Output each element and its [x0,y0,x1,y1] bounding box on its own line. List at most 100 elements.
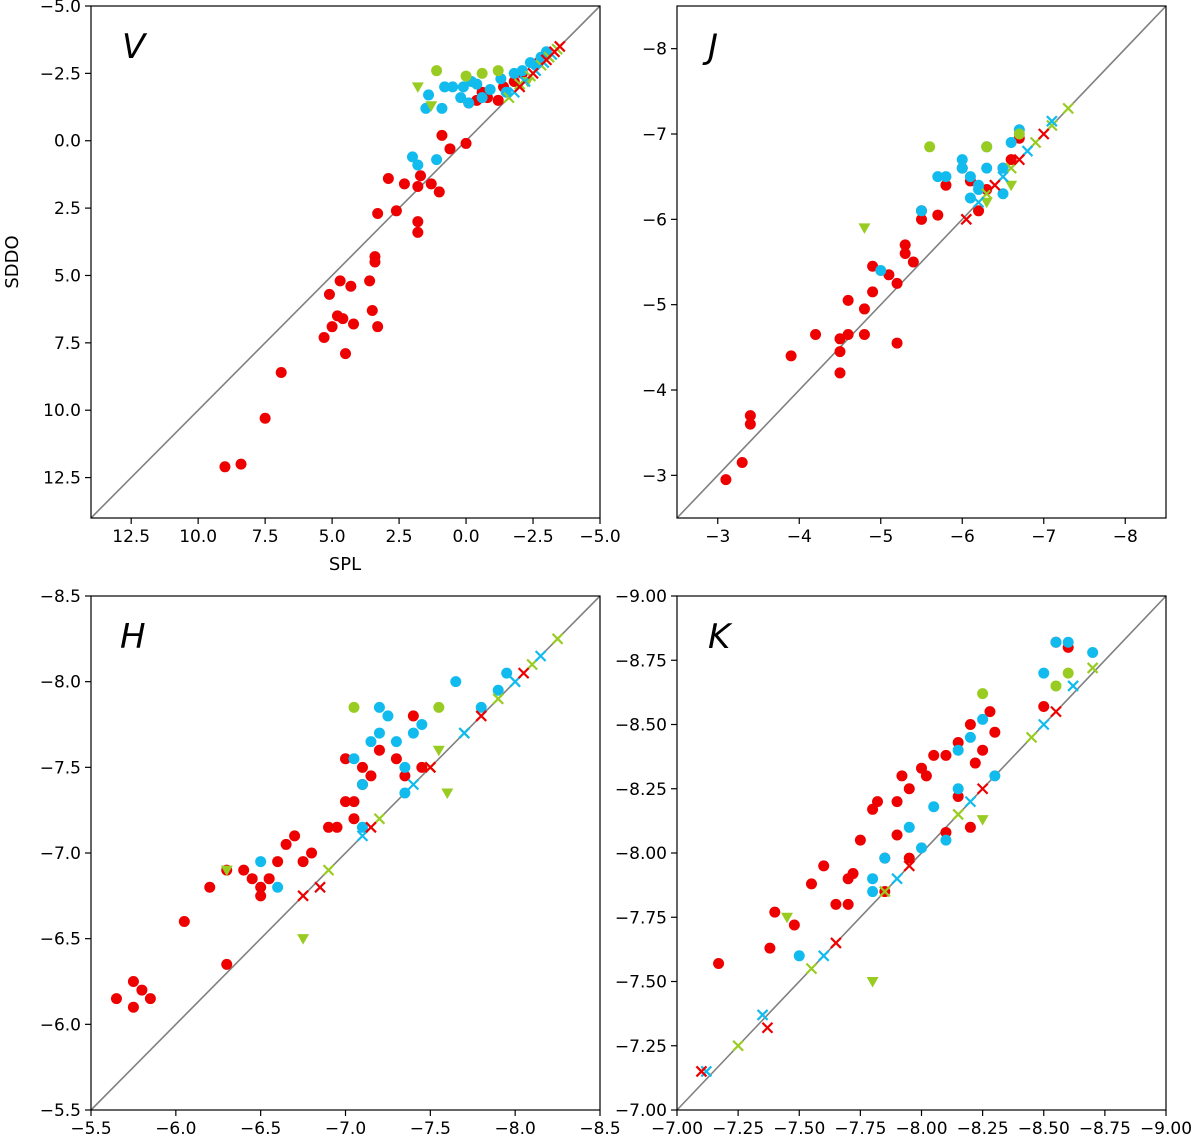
panel-h-green-triangles-point [441,788,454,800]
panel-v-x-tick-label: 0.0 [453,527,480,547]
panel-h-red-crosses-point [297,890,309,902]
panel-k-red-dots-point [847,868,859,880]
panel-k-red-crosses-point [976,782,989,795]
panel-h-y-tick-label: −6.0 [40,1015,81,1035]
panel-j-cyan-crosses-point [997,170,1009,183]
panel-k-cyan-dots-point [928,801,940,813]
panel-h-y-tick-label: −6.5 [40,930,81,950]
panel-h-red-dots-point [348,796,360,808]
panel-k-green-triangles-point [781,912,794,924]
panel-h-y-tick-label: −8.5 [40,587,81,607]
panel-k-cyan-dots-point [977,713,989,725]
panel-v-red-dots-point [326,321,338,333]
panel-h-cyan-crosses-point [534,650,547,662]
panel-k-red-dots-point [896,770,908,782]
panel-k-x-tick-label: −8.50 [1018,1119,1070,1139]
panel-v-red-dots-point [323,288,335,300]
panel-v-red-dots-point [372,207,384,219]
panel-j-x-tick-label: −4 [787,527,812,547]
panel-h-cyan-dots-point [475,701,487,713]
panel-k-red-dots-point [830,898,842,910]
panel-k-red-dots-point [984,706,996,718]
panel-j-red-dots-point [973,205,985,217]
panel-v-x-tick-label: 5.0 [319,527,346,547]
panel-v-cyan-dots-point [431,154,443,166]
panel-v-x-tick-label: 12.5 [112,527,150,547]
panel-h-red-dots-point [340,796,351,808]
panel-h-green-triangles-point [220,865,233,877]
panel-j-cyan-dots-point [964,171,976,183]
panel-j-red-dots-point [1005,154,1017,166]
panel-k-y-tick-label: −7.50 [615,973,667,993]
panel-j-x-tick-label: −6 [950,527,975,547]
panel-j-red-dots-point [883,269,895,281]
panel-v-red-crosses-point [513,81,526,93]
panel-j-red-dots-point [858,329,870,341]
panel-v-cyan-dots-point [463,97,475,109]
panel-v-ylabel: SDDO [2,235,23,288]
panel-h-red-crosses-point [314,881,326,894]
panel-v-y-tick-label: 5.0 [54,266,81,286]
panel-k: −7.00 −7.25 −7.50 −7.75 −8.00 −8.25 −8.50 −8.75… [615,587,1192,1139]
panel-k-cyan-crosses-point [700,1065,713,1078]
panel-k-cyan-dots-point [916,842,927,854]
panel-j-y-tick-label: −4 [642,381,667,401]
panel-h-red-dots-point [221,958,233,970]
panel-j-red-dots-point [940,179,952,191]
panel-j-y-tick-label: −8 [642,40,667,60]
panel-h-green-crosses-point [373,812,386,825]
panel-v-green-dots-point [476,67,488,79]
panel-k-green-crosses-point [879,885,891,898]
panel-v-red-dots-point [340,348,351,360]
panel-k-cyan-dots-point [867,873,879,885]
panel-h-x-tick-label: −5.5 [70,1119,111,1139]
panel-k-red-dots-point [903,852,915,864]
panel-h-red-dots-point [246,873,258,885]
panel-h-red-dots-point [127,1001,139,1013]
panel-h-red-dots-point [340,753,351,765]
panel-j-red-crosses-point [960,213,973,226]
panel-v-red-dots-point [382,172,394,184]
panel-v-red-dots-point [398,178,410,190]
panel-v-red-dots-point [412,216,424,228]
panel-k-green-dots-point [977,688,989,700]
panel-v-cyan-dots-point [423,89,435,101]
panel-v-red-dots-point [259,412,271,424]
panel-h-green-crosses-point [526,658,538,671]
panel-h-green-crosses-point [492,693,504,705]
panel-v-red-dots-point [235,458,247,470]
panel-v-red-dots-point [436,129,448,141]
panel-h-cyan-crosses-point [356,830,369,842]
panel-v-y-tick-label: −2.5 [40,64,81,84]
panel-h-cyan-dots-point [373,701,385,713]
panel-h-cyan-dots-point [450,676,462,688]
panel-j-red-crosses-point [1037,128,1050,140]
panel-k-cyan-dots-point [1087,647,1099,659]
panel-h-red-dots-point [238,864,250,876]
panel-j-green-triangles-point [858,223,871,234]
panel-k-cyan-dots-point [867,886,879,898]
panel-k-cyan-dots-point [952,783,964,795]
panel-k-red-crosses-point [695,1065,708,1078]
panel-v-cyan-dots-point [439,81,451,93]
panel-h-red-dots-point [306,847,318,859]
panel-h-red-crosses-point [365,821,377,834]
panel-h-y-tick-label: −7.0 [40,844,81,864]
panel-h-cyan-dots-point [407,727,419,739]
panel-v-letter: V [122,27,148,67]
panel-h-x-tick-label: −7.5 [410,1119,451,1139]
panel-v-y-tick-label: 0.0 [54,132,81,152]
panel-j-green-triangles-point [980,197,993,209]
panel-j-red-dots-point [907,256,919,268]
panel-v-green-dots-point [460,70,472,82]
panel-k-y-tick-label: −8.75 [615,651,667,671]
panel-k-green-crosses-point [1025,731,1038,744]
panel-k-red-crosses-point [1050,705,1062,718]
panel-k-red-dots-point [928,749,940,761]
panel-j-y-tick-label: −6 [642,210,667,230]
panel-h-x-tick-label: −6.5 [240,1119,281,1139]
panel-k-cyan-crosses-point [817,950,830,962]
panel-h-x-tick-label: −6.0 [155,1119,196,1139]
panel-h-letter: H [120,617,146,657]
